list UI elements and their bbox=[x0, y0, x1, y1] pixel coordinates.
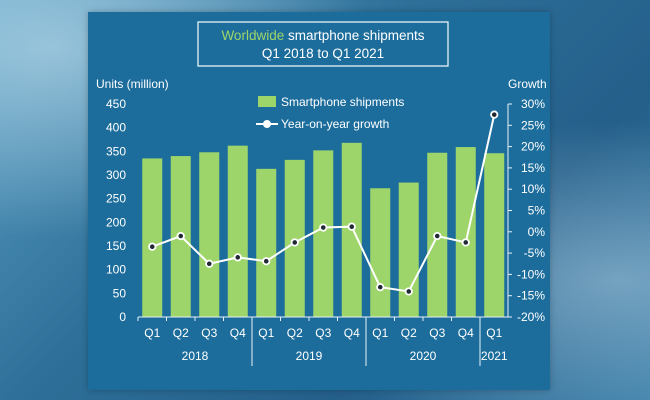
growth-point bbox=[290, 238, 299, 247]
right-tick-label: 30% bbox=[521, 97, 545, 111]
growth-point bbox=[319, 223, 328, 232]
growth-point bbox=[262, 257, 271, 266]
year-label: 2019 bbox=[296, 349, 323, 363]
growth-point bbox=[376, 283, 385, 292]
legend: Smartphone shipments Year-on-year growth bbox=[256, 95, 404, 131]
x-tick-label: Q3 bbox=[315, 326, 331, 340]
x-tick-label: Q1 bbox=[144, 326, 160, 340]
right-tick-label: 20% bbox=[521, 140, 545, 154]
year-label: 2020 bbox=[410, 349, 437, 363]
x-tick-label: Q2 bbox=[401, 326, 417, 340]
growth-point bbox=[461, 238, 470, 247]
year-label: 2018 bbox=[182, 349, 209, 363]
right-tick-label: -10% bbox=[517, 267, 545, 281]
year-label: 2021 bbox=[481, 349, 508, 363]
right-axis-label: Growth bbox=[508, 77, 547, 91]
right-tick-label: 0% bbox=[528, 225, 546, 239]
left-tick-label: 350 bbox=[106, 144, 126, 158]
x-tick-label: Q2 bbox=[173, 326, 189, 340]
growth-point bbox=[148, 242, 157, 251]
growth-point bbox=[404, 287, 413, 296]
shipments-bar bbox=[484, 153, 505, 317]
growth-line-series bbox=[148, 110, 499, 296]
legend-label-growth: Year-on-year growth bbox=[281, 117, 389, 131]
right-tick-label: -15% bbox=[517, 289, 545, 303]
legend-swatch-shipments bbox=[258, 96, 276, 107]
x-tick-label: Q2 bbox=[287, 326, 303, 340]
right-tick-label: 25% bbox=[521, 118, 545, 132]
shipments-bar bbox=[455, 147, 476, 317]
title-highlight: Worldwide bbox=[221, 28, 284, 43]
x-tick-label: Q3 bbox=[429, 326, 445, 340]
right-axis-ticks: -20% -15% -10% -5% 0% 5% 10% 15% 20% 25% 30% bbox=[508, 97, 545, 324]
legend-swatch-growth-marker bbox=[263, 120, 271, 128]
left-tick-label: 450 bbox=[106, 97, 126, 111]
right-tick-label: -5% bbox=[524, 246, 546, 260]
shipments-bar bbox=[227, 145, 248, 317]
left-tick-label: 50 bbox=[113, 286, 127, 300]
chart-subtitle: Q1 2018 to Q1 2021 bbox=[262, 46, 384, 61]
shipments-bar bbox=[142, 158, 163, 317]
right-tick-label: 15% bbox=[521, 161, 545, 175]
x-tick-label: Q1 bbox=[372, 326, 388, 340]
x-tick-label: Q3 bbox=[201, 326, 217, 340]
left-axis-ticks: 0 50 100 150 200 250 300 350 400 450 bbox=[106, 97, 126, 324]
growth-point bbox=[205, 259, 214, 268]
x-tick-label: Q4 bbox=[458, 326, 474, 340]
left-tick-label: 150 bbox=[106, 239, 126, 253]
chart-title: Worldwide smartphone shipments bbox=[221, 28, 424, 43]
x-tick-label: Q1 bbox=[486, 326, 502, 340]
year-labels: 2018 2019 2020 2021 bbox=[182, 317, 508, 366]
x-tick-label: Q4 bbox=[344, 326, 360, 340]
title-box bbox=[197, 21, 449, 67]
x-axis-labels: Q1 Q2 Q3 Q4 Q1 Q2 Q3 Q4 Q1 Q2 Q3 Q4 Q1 bbox=[137, 317, 503, 340]
growth-point bbox=[490, 110, 499, 119]
growth-point bbox=[347, 222, 356, 231]
left-tick-label: 250 bbox=[106, 192, 126, 206]
left-tick-label: 400 bbox=[106, 121, 126, 135]
left-axis-label: Units (million) bbox=[96, 77, 169, 91]
legend-label-shipments: Smartphone shipments bbox=[281, 95, 404, 109]
title-rest: smartphone shipments bbox=[284, 28, 425, 43]
left-tick-label: 0 bbox=[119, 310, 126, 324]
shipments-bar bbox=[313, 150, 334, 317]
x-tick-label: Q1 bbox=[258, 326, 274, 340]
shipments-bar bbox=[398, 182, 419, 317]
shipments-bar bbox=[370, 188, 391, 317]
right-tick-label: -20% bbox=[517, 310, 545, 324]
growth-point bbox=[433, 231, 442, 241]
shipments-bar bbox=[256, 168, 277, 317]
right-tick-label: 5% bbox=[528, 204, 546, 218]
right-tick-label: 10% bbox=[521, 182, 545, 196]
left-tick-label: 300 bbox=[106, 168, 126, 182]
growth-point bbox=[176, 231, 185, 241]
left-tick-label: 200 bbox=[106, 215, 126, 229]
growth-point bbox=[233, 253, 242, 262]
shipments-bar bbox=[199, 152, 220, 317]
left-tick-label: 100 bbox=[106, 263, 126, 277]
x-tick-label: Q4 bbox=[230, 326, 246, 340]
